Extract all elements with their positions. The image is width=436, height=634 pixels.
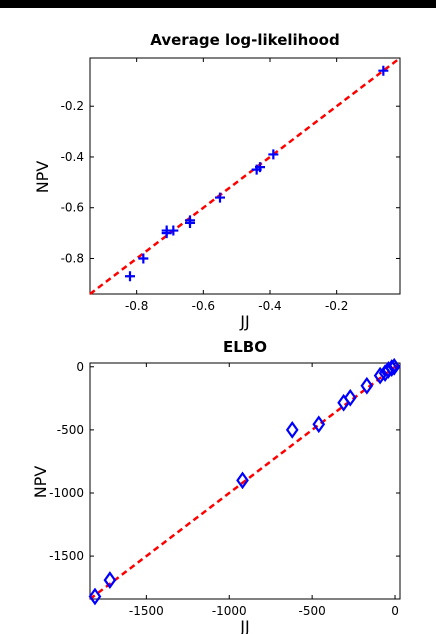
y-tick-label: -0.6 xyxy=(61,201,84,215)
data-point xyxy=(382,361,395,379)
chart-1-ylabel: NPV xyxy=(33,161,52,194)
chart-1-plot: -0.8 -0.6 -0.4 -0.2 -0.8 -0.6 -0.4 -0.2 xyxy=(61,57,401,313)
data-point xyxy=(168,225,179,236)
data-point xyxy=(268,149,279,160)
data-point xyxy=(103,571,117,589)
data-point xyxy=(312,415,326,434)
data-point xyxy=(215,192,225,203)
plot-frame xyxy=(89,362,401,600)
y-tick-label: 0 xyxy=(76,360,84,374)
chart-1-xlabel: JJ xyxy=(239,312,249,331)
data-point xyxy=(88,587,102,606)
x-tick-label: -0.8 xyxy=(125,299,148,313)
data-point xyxy=(125,271,135,282)
y-tick-label: -500 xyxy=(57,423,84,437)
data-point xyxy=(185,215,195,226)
x-tick-label: -500 xyxy=(299,604,326,618)
y-tick-label: -0.8 xyxy=(61,251,84,265)
plot-frame xyxy=(89,57,401,295)
x-tick-label: 0 xyxy=(391,604,399,618)
x-tick-label: -1000 xyxy=(212,604,247,618)
y-tick-label: -0.4 xyxy=(61,150,84,164)
data-point xyxy=(378,65,389,76)
data-point xyxy=(385,359,399,377)
x-tick-label: -1500 xyxy=(129,604,164,618)
data-point xyxy=(343,388,357,407)
data-point xyxy=(285,420,299,439)
data-point xyxy=(161,228,172,239)
y-tick-label: -1000 xyxy=(49,486,84,500)
chart-2-title: ELBO xyxy=(223,338,267,356)
y-tick-label: -1500 xyxy=(49,549,84,563)
y-tick-label: -0.2 xyxy=(61,99,84,113)
data-point xyxy=(255,162,265,173)
data-point xyxy=(236,471,249,490)
x-tick-label: -0.6 xyxy=(192,299,215,313)
chart-1-title: Average log-likelihood xyxy=(150,31,339,49)
reference-line xyxy=(89,57,401,295)
chart-2-ylabel: NPV xyxy=(31,466,50,499)
data-point xyxy=(360,376,374,395)
x-tick-label: -0.4 xyxy=(258,299,281,313)
data-point xyxy=(138,253,149,264)
data-point xyxy=(387,357,401,376)
data-point xyxy=(373,366,387,385)
chart-2-plot: -1500 -1000 -500 0 -1500 -1000 -500 0 xyxy=(49,357,401,618)
x-tick-label: -0.2 xyxy=(325,299,348,313)
window-top-bar xyxy=(0,0,436,8)
chart-2-xlabel: JJ xyxy=(239,617,249,634)
